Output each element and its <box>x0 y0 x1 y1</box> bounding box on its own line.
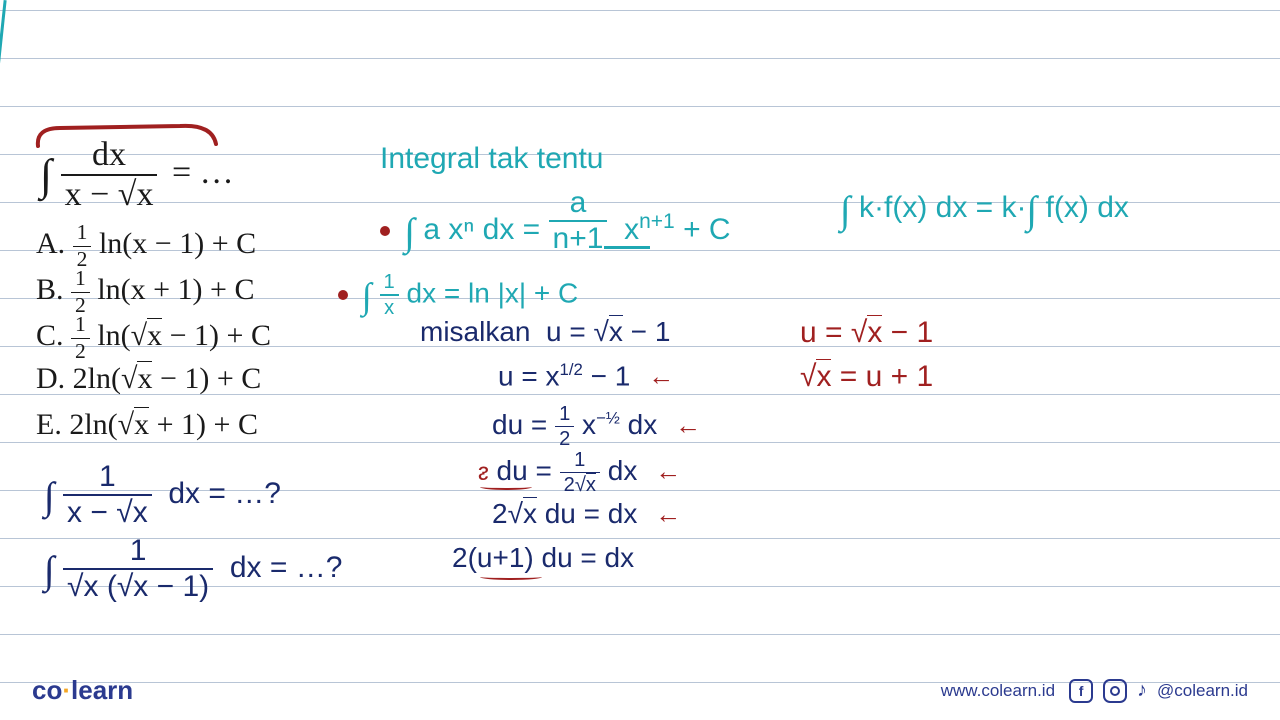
option-a: A. 12 ln(x − 1) + C <box>36 222 256 270</box>
arrow-left-icon: ← <box>675 410 701 440</box>
backsub-line2: √x = u + 1 <box>800 360 933 394</box>
step-u-alt: u = x1/2 − 1 ← <box>498 360 674 392</box>
rule-power: ∫ a xⁿ dx = a n+1 xn+1 + C <box>380 188 731 255</box>
instagram-icon <box>1103 679 1127 703</box>
tiktok-icon: ♪ <box>1137 679 1147 702</box>
bullet-icon <box>380 226 390 236</box>
rule-reciprocal: ∫ 1x dx = ln |x| + C <box>338 272 578 318</box>
step-du3: 2√x du = dx ← <box>492 498 681 530</box>
rewrite-line1: ∫ 1 x − √x dx = …? <box>44 462 281 528</box>
rule-constant-multiple: ∫ k·f(x) dx = k·∫ f(x) dx <box>840 188 1129 233</box>
step-du4: 2(u+1) du = dx <box>452 542 634 574</box>
question-stem: ∫ dx x − √x = … <box>40 138 234 212</box>
social-handle: @colearn.id <box>1157 681 1248 701</box>
backsub-line1: u = √x − 1 <box>800 316 933 350</box>
vertical-divider <box>0 0 7 70</box>
option-e: E. 2ln(√x + 1) + C <box>36 408 258 442</box>
footer-url: www.colearn.id <box>941 681 1055 701</box>
notes-title: Integral tak tentu <box>380 142 603 176</box>
option-b: B. 12 ln(x + 1) + C <box>36 268 254 316</box>
substitution-intro: misalkan u = √x − 1 <box>420 316 670 348</box>
option-d: D. 2ln(√x − 1) + C <box>36 362 261 396</box>
arrow-left-icon: ← <box>655 499 681 529</box>
brand-logo: co·learn <box>32 675 133 706</box>
bullet-icon <box>338 290 348 300</box>
underline-accent <box>604 246 650 249</box>
stem-equals: = … <box>172 154 234 191</box>
step-du1: du = 12 x−½ dx ← <box>492 404 701 449</box>
rewrite-line2: ∫ 1 √x (√x − 1) dx = …? <box>44 536 342 602</box>
footer: co·learn www.colearn.id f ♪ @colearn.id <box>0 675 1280 706</box>
content-layer: ∫ dx x − √x = … A. 12 ln(x − 1) + C B. 1… <box>0 0 1280 720</box>
facebook-icon: f <box>1069 679 1093 703</box>
stem-numerator: dx <box>61 138 158 176</box>
arrow-left-icon: ← <box>648 361 674 391</box>
stem-denominator: x − √x <box>61 176 158 212</box>
option-c: C. 12 ln(√x − 1) + C <box>36 314 271 362</box>
red-underline <box>480 484 532 490</box>
arrow-left-icon: ← <box>655 456 681 486</box>
social-icons: f ♪ @colearn.id <box>1069 679 1248 703</box>
red-underline <box>480 574 542 580</box>
